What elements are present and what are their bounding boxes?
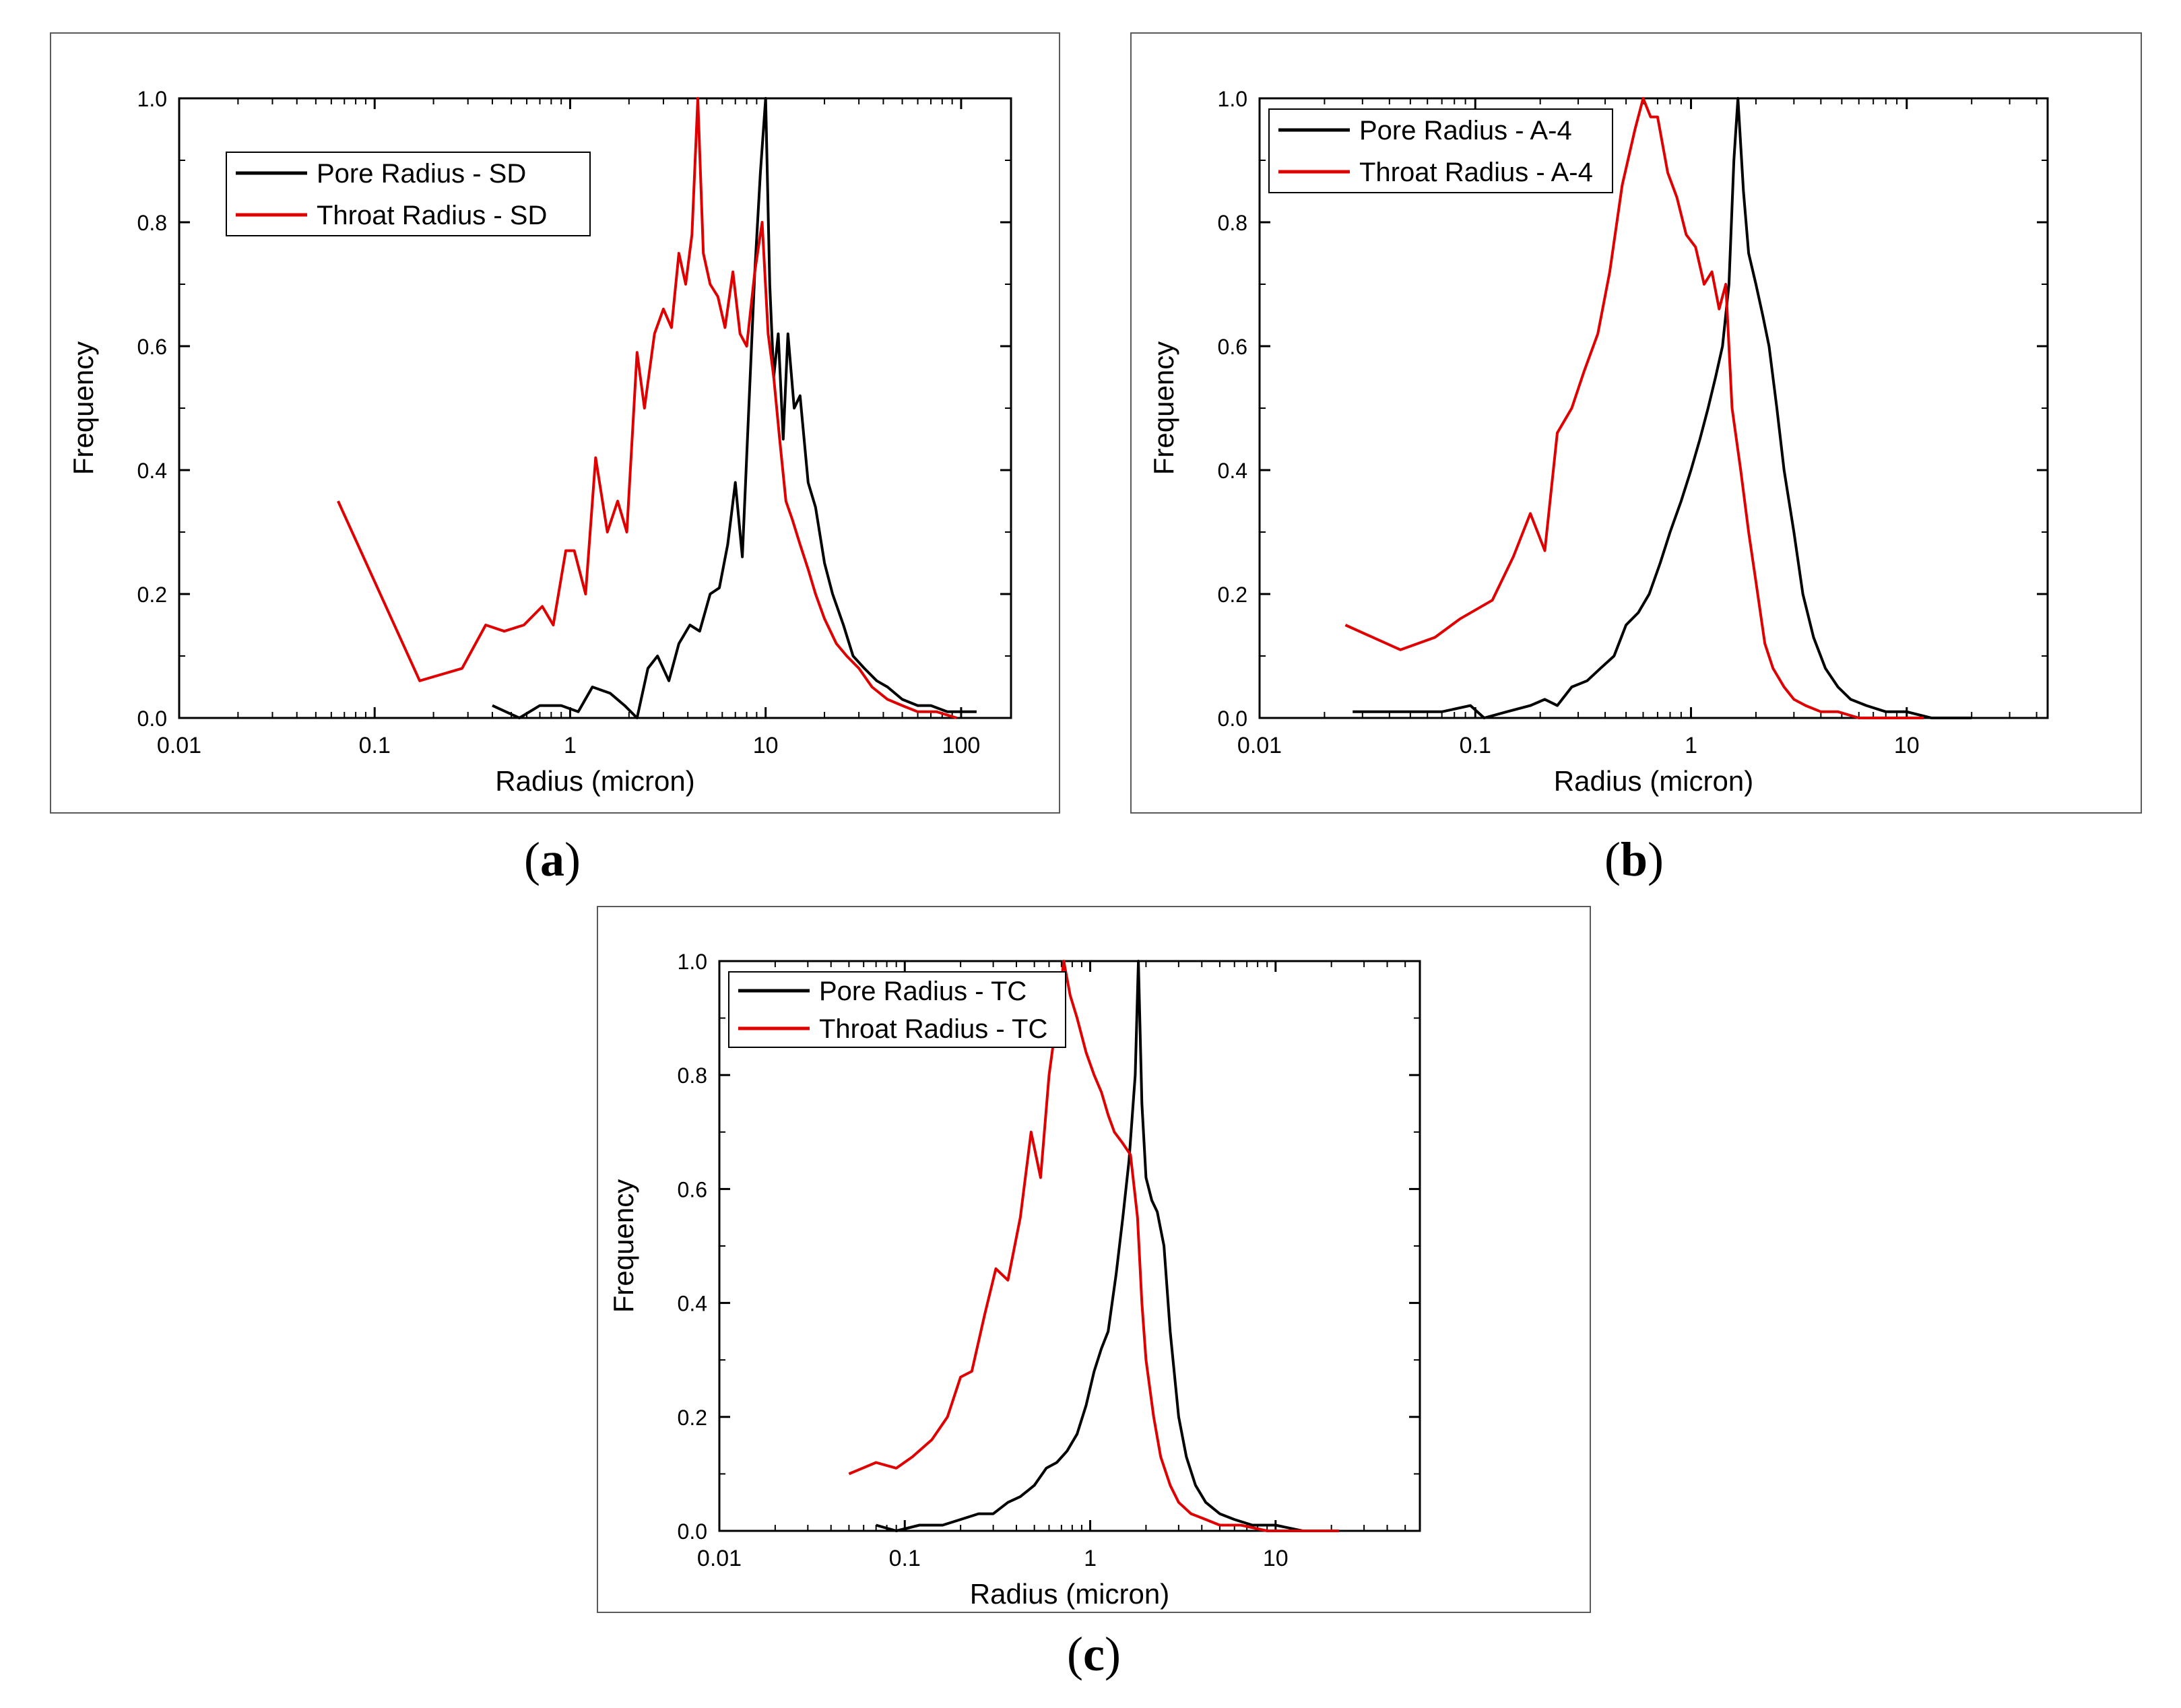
y-tick-label: 0.4 — [137, 459, 167, 483]
y-axis-label: Frequency — [1148, 341, 1179, 475]
panel-b: 0.01 0.1 1 10 0.0 0.2 0.4 0.6 0.8 1.0 Radius (micr… — [1130, 32, 2142, 814]
caption-c: (c) — [1067, 1627, 1121, 1681]
legend-label: Pore Radius - A-4 — [1359, 116, 1572, 145]
x-tick-label: 1 — [1084, 1546, 1097, 1571]
legend-label: Throat Radius - A-4 — [1359, 158, 1593, 187]
legend-label: Pore Radius - SD — [317, 159, 526, 189]
y-tick-label: 1.0 — [137, 87, 167, 111]
legend-box — [1268, 108, 1613, 193]
x-tick-label: 10 — [1894, 733, 1920, 758]
x-tick-label: 100 — [942, 733, 981, 758]
series-line-throat — [848, 960, 1340, 1532]
x-axis-label: Radius (micron) — [495, 765, 694, 797]
y-tick-label: 0.8 — [137, 211, 167, 235]
x-axis-label: Radius (micron) — [1554, 765, 1753, 797]
x-tick-label: 10 — [1263, 1546, 1289, 1571]
chart-c: 0.01 0.1 1 10 0.0 0.2 0.4 0.6 0.8 1.0 Radius (micr… — [608, 950, 1421, 1610]
y-tick-label: 0.8 — [678, 1063, 707, 1088]
caption-a: (a) — [524, 832, 581, 886]
legend-label: Pore Radius - TC — [819, 977, 1027, 1006]
x-tick-label: 1 — [1685, 733, 1697, 758]
x-tick-label: 0.01 — [697, 1546, 742, 1571]
x-tick-label: 0.1 — [1460, 733, 1491, 758]
y-tick-label: 0.6 — [137, 335, 167, 359]
y-tick-label: 0.0 — [137, 707, 167, 731]
y-axis-label: Frequency — [67, 341, 99, 475]
y-tick-label: 0.0 — [678, 1519, 707, 1544]
x-tick-label: 0.1 — [359, 733, 391, 758]
legend-label: Throat Radius - TC — [819, 1014, 1047, 1044]
legend-label: Throat Radius - SD — [317, 201, 547, 230]
x-tick-label: 0.1 — [889, 1546, 921, 1571]
series-line-throat — [337, 97, 957, 719]
series-line-throat — [1344, 97, 1924, 719]
y-tick-label: 0.2 — [678, 1406, 707, 1430]
chart-b: 0.01 0.1 1 10 0.0 0.2 0.4 0.6 0.8 1.0 Radius (micr… — [1148, 87, 2049, 797]
y-tick-label: 0.0 — [1218, 707, 1247, 731]
y-tick-label: 0.4 — [1218, 459, 1247, 483]
x-tick-label: 1 — [564, 733, 577, 758]
y-tick-label: 1.0 — [1218, 87, 1247, 111]
x-tick-label: 0.01 — [157, 733, 201, 758]
y-tick-label: 0.6 — [678, 1177, 707, 1202]
x-tick-label: 10 — [753, 733, 779, 758]
y-tick-label: 0.6 — [1218, 335, 1247, 359]
y-axis-label: Frequency — [608, 1179, 639, 1313]
caption-b: (b) — [1604, 832, 1664, 886]
panel-c: 0.01 0.1 1 10 0.0 0.2 0.4 0.6 0.8 1.0 Radius (micr… — [597, 906, 1591, 1613]
panel-a: 0.01 0.1 1 10 100 0.0 0.2 0.4 0.6 0.8 1.0 Radius (m… — [50, 32, 1060, 814]
x-tick-label: 0.01 — [1237, 733, 1282, 758]
legend-box — [226, 152, 591, 236]
series-line-pore — [492, 97, 977, 719]
y-tick-label: 0.2 — [137, 583, 167, 607]
series-line-pore — [876, 960, 1332, 1532]
series-line-pore — [1353, 97, 1972, 719]
legend-box — [728, 971, 1066, 1048]
y-tick-label: 0.4 — [678, 1292, 707, 1316]
x-axis-label: Radius (micron) — [970, 1578, 1169, 1610]
y-tick-label: 1.0 — [678, 950, 707, 974]
y-tick-label: 0.8 — [1218, 211, 1247, 235]
chart-a: 0.01 0.1 1 10 100 0.0 0.2 0.4 0.6 0.8 1.0 Radius (m… — [67, 87, 1012, 797]
y-tick-label: 0.2 — [1218, 583, 1247, 607]
